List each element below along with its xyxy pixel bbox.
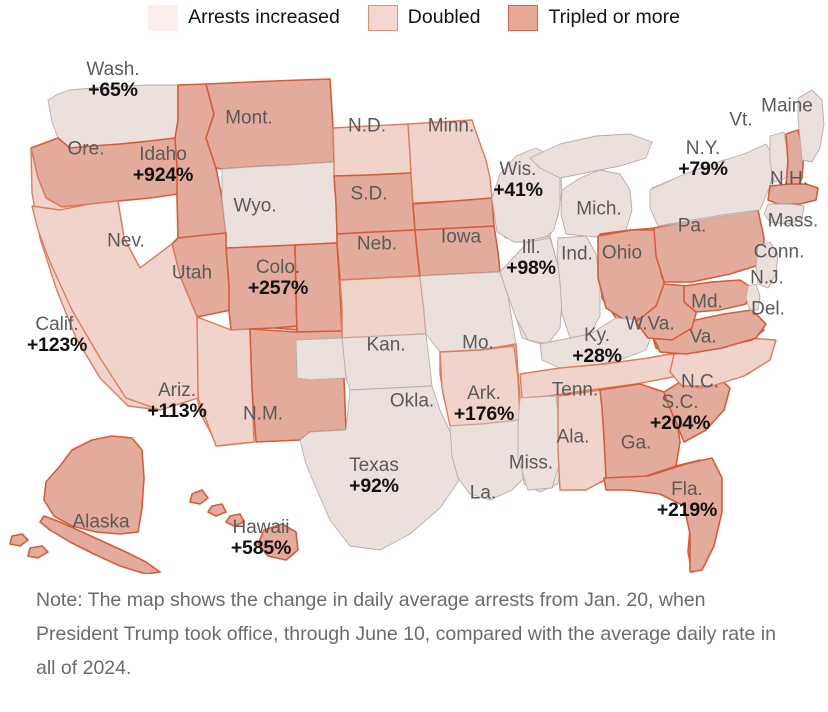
legend-item-increased: Arrests increased bbox=[148, 5, 340, 31]
map-legend: Arrests increased Doubled Tripled or mor… bbox=[0, 0, 828, 36]
state-AL-f bbox=[557, 389, 609, 491]
state-AZ-fill bbox=[196, 316, 255, 447]
state-CT bbox=[763, 203, 805, 225]
state-HI-4 bbox=[257, 523, 299, 561]
state-KS bbox=[339, 275, 427, 339]
state-WY bbox=[221, 161, 338, 249]
chart-note: Note: The map shows the change in daily … bbox=[36, 589, 776, 679]
state-AK-isl1 bbox=[9, 533, 29, 547]
state-CO-fill bbox=[294, 242, 343, 333]
state-IA-fill bbox=[414, 225, 501, 277]
legend-swatch-increased bbox=[148, 5, 179, 31]
legend-item-doubled: Doubled bbox=[367, 5, 481, 31]
state-IA-b bbox=[412, 197, 495, 231]
state-KY bbox=[539, 317, 653, 369]
state-ME bbox=[797, 89, 825, 163]
state-MI bbox=[560, 169, 633, 239]
state-DE bbox=[745, 283, 761, 311]
state-ND bbox=[332, 123, 412, 177]
legend-label-increased: Arrests increased bbox=[188, 6, 340, 29]
state-IL-f bbox=[499, 237, 563, 345]
state-HI-1 bbox=[189, 489, 209, 505]
legend-swatch-doubled bbox=[367, 5, 398, 31]
state-VT bbox=[769, 131, 789, 183]
us-choropleth-map bbox=[0, 38, 828, 574]
state-AR-f bbox=[439, 345, 521, 427]
state-NE bbox=[336, 229, 421, 281]
state-NJ bbox=[755, 241, 779, 289]
state-FL-f bbox=[603, 457, 723, 573]
state-MD-f bbox=[683, 279, 753, 313]
state-AK bbox=[43, 435, 145, 535]
state-IN bbox=[556, 235, 601, 339]
state-SD bbox=[333, 172, 416, 235]
state-HI-2 bbox=[207, 503, 227, 517]
state-LA bbox=[449, 419, 529, 501]
state-VA-f bbox=[649, 309, 767, 355]
state-WA bbox=[47, 84, 181, 149]
state-MA bbox=[767, 183, 819, 205]
state-UT bbox=[225, 244, 298, 331]
state-CA-fill bbox=[31, 200, 199, 411]
state-shapes bbox=[9, 78, 825, 574]
legend-label-doubled: Doubled bbox=[407, 6, 481, 29]
state-MN bbox=[407, 119, 493, 205]
legend-label-tripled: Tripled or more bbox=[548, 6, 680, 29]
state-MT bbox=[205, 78, 335, 170]
state-OK-pan bbox=[295, 337, 347, 381]
state-OK bbox=[341, 333, 433, 391]
state-HI-3 bbox=[225, 513, 245, 527]
state-MO bbox=[419, 271, 517, 353]
state-AK-tail bbox=[39, 515, 161, 574]
state-MI-up bbox=[529, 133, 653, 179]
legend-swatch-tripled bbox=[508, 5, 539, 31]
legend-item-tripled: Tripled or more bbox=[508, 5, 680, 31]
state-MS-f bbox=[517, 395, 561, 491]
state-WI-f bbox=[491, 147, 561, 243]
state-AK-isl2 bbox=[27, 545, 49, 559]
